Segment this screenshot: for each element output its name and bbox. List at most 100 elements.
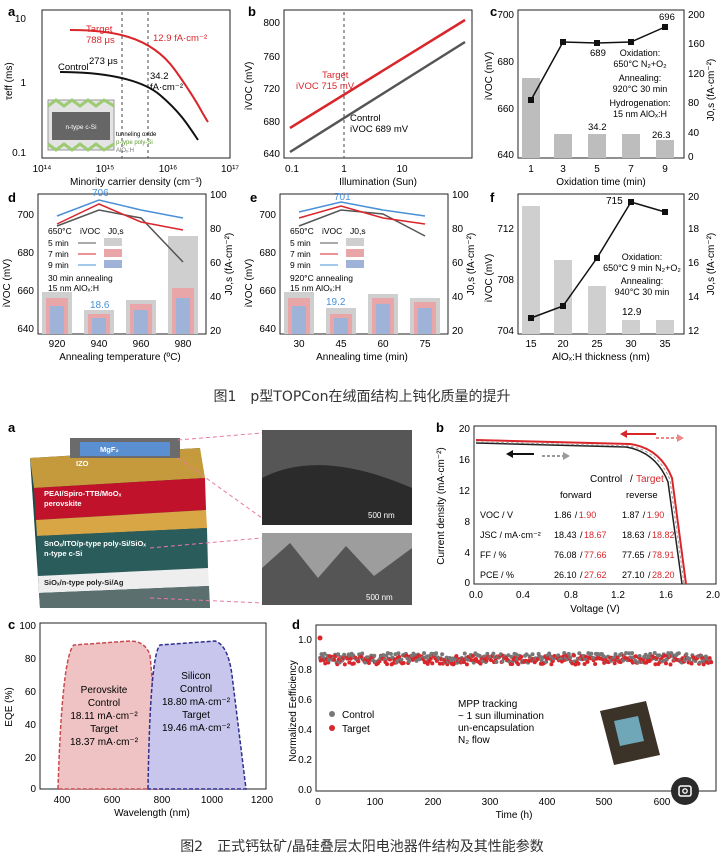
peak-label: 715	[606, 196, 623, 207]
svg-text:J0,s: J0,s	[108, 226, 124, 236]
x-tick: 1	[341, 164, 347, 175]
target-point	[454, 654, 459, 659]
fig1-panel-e: e 700 680 660 640 iVOC (mV) 100 80 60 40…	[244, 190, 477, 363]
y2-tick: 200	[688, 10, 705, 21]
conditions: Oxidation: 650°C 9 min N₂+O₂ Annealing: …	[603, 252, 681, 297]
control-point	[434, 651, 439, 656]
control-label: Control	[350, 113, 381, 124]
conditions: Oxidation: 650°C N₂+O₂ Annealing: 920°C …	[609, 48, 670, 119]
target-point	[484, 658, 489, 663]
panel-letter: c	[8, 617, 15, 632]
target-point	[401, 660, 406, 665]
y-axis-label: iVOC (mV)	[244, 259, 255, 307]
low-label: 18.6	[90, 300, 110, 311]
target-point	[348, 656, 353, 661]
target-point	[571, 653, 576, 658]
control-point	[676, 651, 681, 656]
low-label: 12.9	[622, 307, 642, 318]
target-point	[663, 661, 668, 666]
y-tick: 0.1	[12, 148, 26, 159]
svg-text:20: 20	[459, 424, 471, 435]
svg-text:tunneling oxide: tunneling oxide	[116, 132, 157, 138]
j0-bars	[284, 292, 440, 334]
x-tick: 7	[628, 164, 634, 175]
y-tick: 640	[17, 324, 34, 335]
svg-text:0.6: 0.6	[298, 695, 312, 706]
svg-text:Control: Control	[88, 698, 120, 709]
panel-letter: d	[8, 190, 16, 205]
svg-text:MgF₂: MgF₂	[100, 445, 119, 454]
svg-text:16: 16	[459, 455, 471, 466]
fig1-panel-f: f 712 708 704 iVOC (mV) 20 18 16 14 12 J…	[484, 190, 717, 363]
control-point	[568, 655, 573, 660]
y-tick: 700	[17, 210, 34, 221]
y2-tick: 120	[688, 69, 705, 80]
svg-text:650°C: 650°C	[290, 226, 314, 236]
svg-text:forward: forward	[560, 490, 592, 501]
control-point	[547, 651, 552, 656]
control-point	[628, 655, 633, 660]
control-point	[652, 651, 657, 656]
control-point	[636, 660, 641, 665]
value-label: 689	[590, 48, 606, 59]
y-ticks: 20 16 12 8 4 0	[459, 424, 471, 589]
panel-letter: a	[8, 4, 16, 19]
target-point	[461, 659, 466, 664]
control-point	[577, 651, 582, 656]
panel-letter: e	[250, 190, 257, 205]
y2-tick: 12	[688, 326, 700, 337]
svg-text:PEAI/Spiro-TTB/MoOₓ: PEAI/Spiro-TTB/MoOₓ	[44, 489, 122, 498]
svg-text:0.8: 0.8	[298, 665, 312, 676]
y-tick: 708	[497, 275, 514, 286]
separator: /	[580, 530, 583, 540]
y2-tick: 60	[210, 258, 222, 269]
svg-text:n-type c-Si: n-type c-Si	[65, 124, 96, 131]
svg-text:J0,s: J0,s	[350, 226, 366, 236]
y-tick: 720	[263, 84, 280, 95]
svg-text:1.2: 1.2	[611, 590, 625, 601]
y-tick: 712	[497, 224, 514, 235]
target-point	[437, 661, 442, 666]
control-point	[494, 660, 499, 665]
forward-target-value: 77.66	[584, 550, 607, 560]
x-tick: 940	[91, 339, 108, 350]
svg-text:SnOₓ/ITO/p-type poly-Si/SiOₓ: SnOₓ/ITO/p-type poly-Si/SiOₓ	[44, 539, 146, 548]
svg-text:100: 100	[367, 797, 384, 808]
control-point	[643, 652, 648, 657]
x-axis-label: Annealing temperature (ºC)	[59, 352, 181, 363]
control-point	[414, 658, 419, 663]
j0-bars	[42, 236, 198, 334]
svg-text:iVOC: iVOC	[322, 226, 342, 236]
svg-text:/: /	[630, 474, 633, 485]
y2-tick: 160	[688, 39, 705, 50]
control-point	[406, 659, 411, 664]
image-search-button[interactable]	[671, 777, 699, 805]
y2-tick: 20	[452, 326, 464, 337]
pv-row-label: JSC / mA·cm⁻²	[480, 530, 541, 540]
x-tick: 35	[659, 339, 671, 350]
svg-text:0.4: 0.4	[516, 590, 530, 601]
control-point	[381, 653, 386, 658]
j0-bars	[522, 206, 674, 334]
pv-row-label: FF / %	[480, 550, 507, 560]
y2-tick: 60	[452, 258, 464, 269]
test-conditions: MPP tracking ~ 1 sun illumination un-enc…	[458, 699, 544, 746]
device-photo	[600, 701, 660, 765]
image-search-icon	[678, 785, 692, 797]
control-jv-curve	[475, 442, 683, 585]
svg-text:Perovskite: Perovskite	[81, 685, 128, 696]
y-axis-label: τeff (ms)	[4, 62, 15, 100]
svg-text:Oxidation:: Oxidation:	[622, 252, 663, 262]
fig2-panel-b: b 20 16 12 8 4 0 Current density (mA·cm⁻…	[436, 420, 720, 615]
svg-text:Target: Target	[636, 474, 664, 485]
svg-text:7 min: 7 min	[290, 249, 311, 259]
y-tick: 700	[497, 10, 514, 21]
target-jv-curve	[475, 439, 687, 585]
y-axis-label: iVOC (mV)	[244, 62, 255, 110]
svg-text:80: 80	[25, 654, 37, 665]
separator: /	[575, 510, 578, 520]
forward-control-value: 76.08	[554, 550, 577, 560]
y-tick: 760	[263, 52, 280, 63]
x-tick: 0.1	[285, 164, 299, 175]
pv-row-label: PCE / %	[480, 570, 514, 580]
